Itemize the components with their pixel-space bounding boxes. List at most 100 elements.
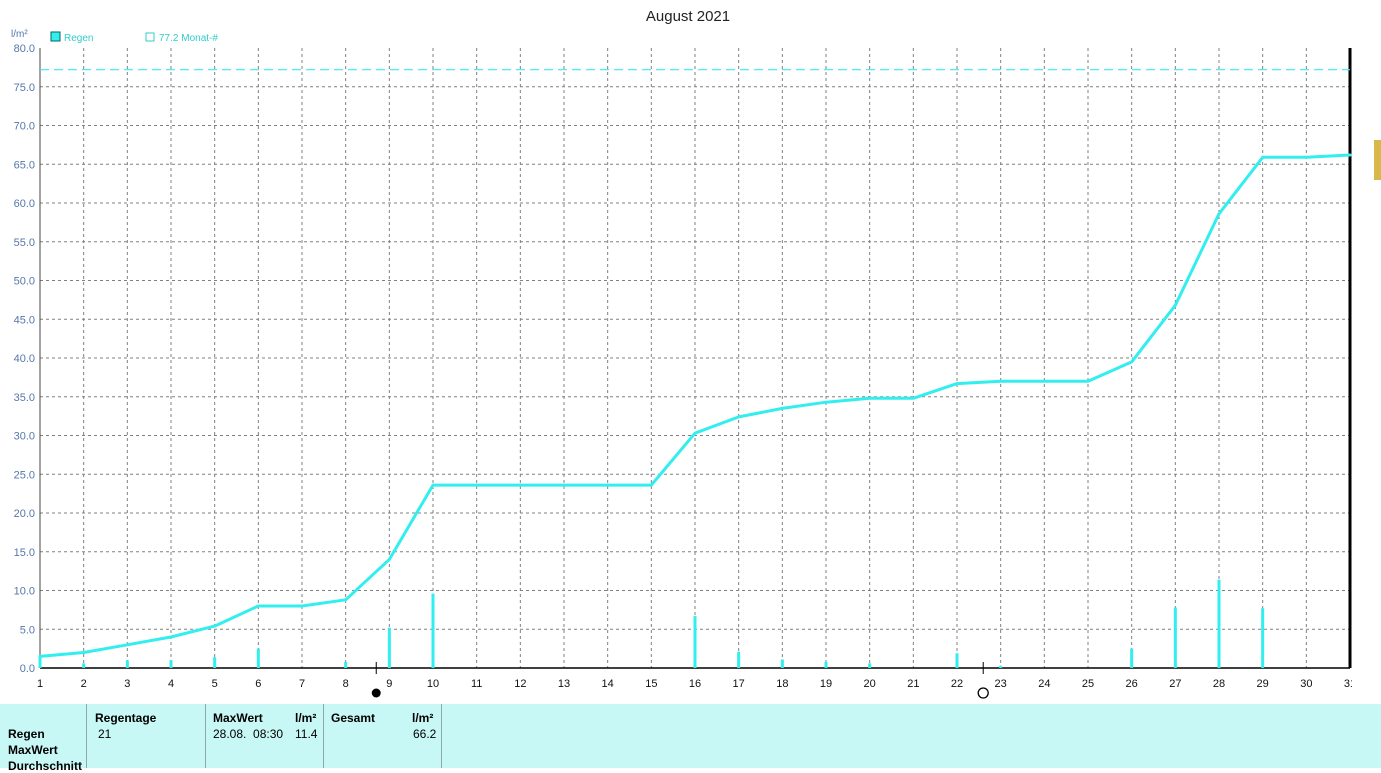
legend-monat-swatch xyxy=(145,32,155,42)
daily-bar xyxy=(999,665,1003,668)
daily-bar xyxy=(780,659,784,668)
grid xyxy=(39,48,1352,669)
daily-bar xyxy=(431,593,435,668)
x-tick-label: 15 xyxy=(645,678,657,690)
header-maxwert-unit: l/m² xyxy=(295,711,317,725)
chart-title: August 2021 xyxy=(646,8,730,25)
x-tick-label: 22 xyxy=(951,678,963,690)
statistics-panel: Regen MaxWert Durchschnitt Regentage 21 … xyxy=(0,704,1381,773)
row-label-durchschnitt: Durchschnitt xyxy=(8,759,83,773)
y-tick-label: 65.0 xyxy=(14,159,35,171)
legend-regen-swatch xyxy=(50,31,61,42)
daily-bar xyxy=(955,653,959,668)
legend-monat-label: 77.2 Monat-# xyxy=(159,33,218,44)
x-tick-label: 12 xyxy=(514,678,526,690)
x-tick-label: 3 xyxy=(124,678,130,690)
daily-bar xyxy=(737,651,741,668)
x-tick-label: 19 xyxy=(820,678,832,690)
x-tick-label: 17 xyxy=(733,678,745,690)
y-tick-label: 20.0 xyxy=(14,508,35,520)
edge-block xyxy=(1374,140,1381,180)
column-divider xyxy=(86,704,87,768)
y-tick-label: 45.0 xyxy=(14,314,35,326)
x-tick-label: 23 xyxy=(995,678,1007,690)
y-tick-label: 35.0 xyxy=(14,392,35,404)
y-tick-label: 70.0 xyxy=(14,121,35,133)
x-tick-label: 26 xyxy=(1126,678,1138,690)
x-tick-label: 1 xyxy=(37,678,43,690)
x-tick-label: 28 xyxy=(1213,678,1225,690)
x-tick-label: 4 xyxy=(168,678,174,690)
value-max-datetime: 28.08. 08:30 xyxy=(213,727,284,741)
column-divider xyxy=(441,704,442,768)
daily-bar xyxy=(387,627,391,668)
x-tick-label: 30 xyxy=(1300,678,1312,690)
row-label-regen: Regen xyxy=(8,727,45,741)
row-label-maxwert: MaxWert xyxy=(8,743,58,757)
y-tick-label: 40.0 xyxy=(14,353,35,365)
x-tick-label: 10 xyxy=(427,678,439,690)
new-moon-icon xyxy=(371,688,381,698)
y-tick-label: 10.0 xyxy=(14,586,35,598)
daily-bar xyxy=(169,660,173,668)
y-tick-label: 80.0 xyxy=(14,43,35,55)
x-tick-label: 5 xyxy=(212,678,218,690)
daily-bar xyxy=(693,616,697,668)
daily-bar xyxy=(82,663,86,668)
y-tick-label: 50.0 xyxy=(14,276,35,288)
x-tick-label: 11 xyxy=(471,678,482,690)
x-tick-label: 16 xyxy=(689,678,701,690)
x-tick-label: 29 xyxy=(1257,678,1269,690)
header-maxwert: MaxWert xyxy=(213,711,263,725)
y-tick-label: 55.0 xyxy=(14,237,35,249)
y-tick-label: 75.0 xyxy=(14,82,35,94)
x-tick-label: 9 xyxy=(386,678,392,690)
daily-bar xyxy=(344,661,348,668)
x-tick-label: 21 xyxy=(907,678,919,690)
cumulative-line-group xyxy=(38,153,1352,658)
column-divider xyxy=(323,704,324,768)
daily-bar xyxy=(1173,607,1177,668)
x-tick-label: 14 xyxy=(602,678,614,690)
daily-bar xyxy=(125,660,129,668)
x-tick-label: 25 xyxy=(1082,678,1094,690)
y-tick-label: 0.0 xyxy=(20,663,35,675)
value-gesamt: 66.2 xyxy=(413,727,437,741)
x-tick-label: 13 xyxy=(558,678,570,690)
y-tick-label: 30.0 xyxy=(14,431,35,443)
full-moon-icon xyxy=(977,687,989,699)
daily-bar xyxy=(1261,608,1265,668)
y-tick-label: 60.0 xyxy=(14,198,35,210)
x-tick-label: 6 xyxy=(255,678,261,690)
x-tick-label: 20 xyxy=(864,678,876,690)
moon-phases xyxy=(371,662,989,699)
x-tick-label: 18 xyxy=(776,678,788,690)
daily-bar xyxy=(1217,579,1221,668)
y-tick-labels: 0.0 5.0 10.0 15.0 20.0 25.0 30.0 35.0 40.0 45.0 50… xyxy=(14,43,35,675)
y-tick-label: 5.0 xyxy=(20,624,35,636)
column-divider xyxy=(205,704,206,768)
daily-bar xyxy=(38,656,42,668)
daily-bar xyxy=(824,661,828,668)
x-tick-label: 7 xyxy=(299,678,305,690)
value-max: 11.4 xyxy=(295,727,318,741)
x-tick-labels: 1 2 3 4 5 6 7 8 9 10 11 12 13 14 15 16 17 18 19 20 21 22 23 24 2… xyxy=(37,678,1356,690)
daily-bar xyxy=(868,663,872,668)
y-tick-label: 15.0 xyxy=(14,547,35,559)
legend: Regen 77.2 Monat-# xyxy=(50,31,218,44)
y-tick-label: 25.0 xyxy=(14,469,35,481)
legend-regen-label: Regen xyxy=(64,33,93,44)
y-axis-label: l/m² xyxy=(11,29,28,40)
value-regentage: 21 xyxy=(98,727,112,741)
daily-bar xyxy=(1130,648,1134,668)
header-regentage: Regentage xyxy=(95,711,157,725)
cumulative-line xyxy=(38,153,1352,658)
x-tick-label: 8 xyxy=(343,678,349,690)
header-gesamt-unit: l/m² xyxy=(412,711,434,725)
x-tick-label: 24 xyxy=(1038,678,1050,690)
header-gesamt: Gesamt xyxy=(331,711,376,725)
daily-bar xyxy=(256,648,260,668)
x-tick-label: 2 xyxy=(81,678,87,690)
daily-bars xyxy=(38,579,1265,668)
x-tick-label: 27 xyxy=(1169,678,1181,690)
